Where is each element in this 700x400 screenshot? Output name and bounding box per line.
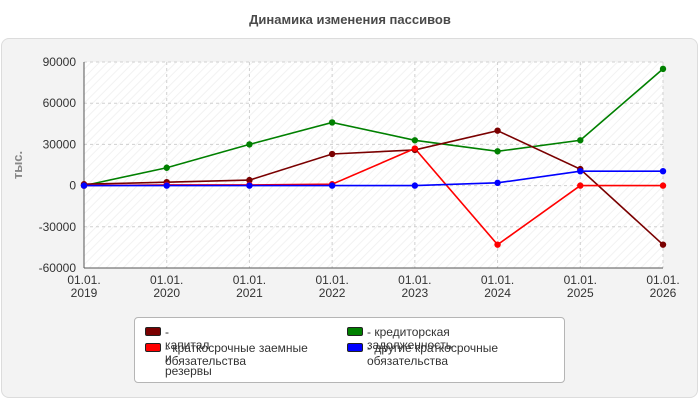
data-point-2-4 — [411, 145, 419, 152]
y-tick-label: -30000 — [39, 220, 77, 234]
legend-label-drugie: - другие краткосрочные обязательства — [367, 341, 499, 368]
legend-label-kratkosrochnye-zaemnye: - краткосрочные заемные обязательства — [165, 341, 308, 368]
data-point-0-3 — [328, 150, 336, 158]
data-point-3-3 — [328, 182, 336, 189]
data-point-1-7 — [659, 65, 667, 73]
y-tick-label: 0 — [69, 179, 76, 193]
x-tick-label: 01.01. 2021 — [233, 273, 266, 300]
data-point-1-6 — [577, 137, 584, 144]
y-tick-label: -60000 — [39, 261, 77, 275]
data-point-1-4 — [411, 137, 419, 144]
data-point-3-1 — [163, 182, 170, 189]
legend-label-kapital: - капитал и резервы — [165, 325, 212, 378]
y-tick-label: 30000 — [43, 137, 77, 151]
legend-swatch-drugie — [347, 343, 363, 352]
data-point-0-7 — [659, 241, 667, 248]
data-point-0-2 — [246, 176, 253, 184]
series-line-3 — [84, 170, 663, 187]
data-point-1-1 — [163, 164, 170, 171]
legend-swatch-kreditorskaya — [347, 327, 363, 336]
data-point-2-5 — [494, 241, 501, 248]
data-point-3-7 — [659, 167, 667, 175]
data-point-2-6 — [577, 182, 584, 189]
x-tick-label: 01.01. 2022 — [315, 273, 348, 300]
data-point-3-5 — [494, 179, 501, 187]
x-tick-label: 01.01. 2026 — [646, 273, 679, 300]
plot-background — [84, 62, 663, 268]
y-tick-label: 60000 — [43, 96, 77, 110]
y-axis-label: тыс. — [10, 151, 25, 179]
x-tick-label: 01.01. 2019 — [67, 273, 100, 300]
y-tick-label: 90000 — [43, 55, 77, 69]
x-tick-label: 01.01. 2025 — [564, 273, 597, 300]
chart-legend: - капитал и резервы - кредиторская задол… — [134, 317, 565, 383]
data-point-3-0 — [80, 182, 88, 189]
legend-swatch-kapital — [145, 327, 161, 336]
data-point-1-5 — [494, 148, 501, 155]
series-line-1 — [83, 68, 664, 187]
chart-title: Динамика изменения пассивов — [249, 12, 451, 27]
x-tick-label: 01.01. 2020 — [150, 273, 183, 300]
data-point-3-6 — [577, 167, 584, 175]
legend-label-kreditorskaya: - кредиторская задолженность — [367, 325, 452, 352]
data-point-2-7 — [659, 182, 667, 189]
data-point-1-3 — [328, 119, 336, 126]
x-tick-label: 01.01. 2023 — [398, 273, 431, 300]
data-point-0-5 — [494, 127, 501, 134]
data-point-1-2 — [246, 141, 253, 148]
legend-swatch-kratkosrochnye-zaemnye — [145, 343, 161, 352]
data-point-3-2 — [246, 182, 253, 189]
series-line-0 — [83, 129, 664, 246]
x-tick-label: 01.01. 2024 — [481, 273, 514, 300]
data-point-3-4 — [411, 182, 419, 189]
